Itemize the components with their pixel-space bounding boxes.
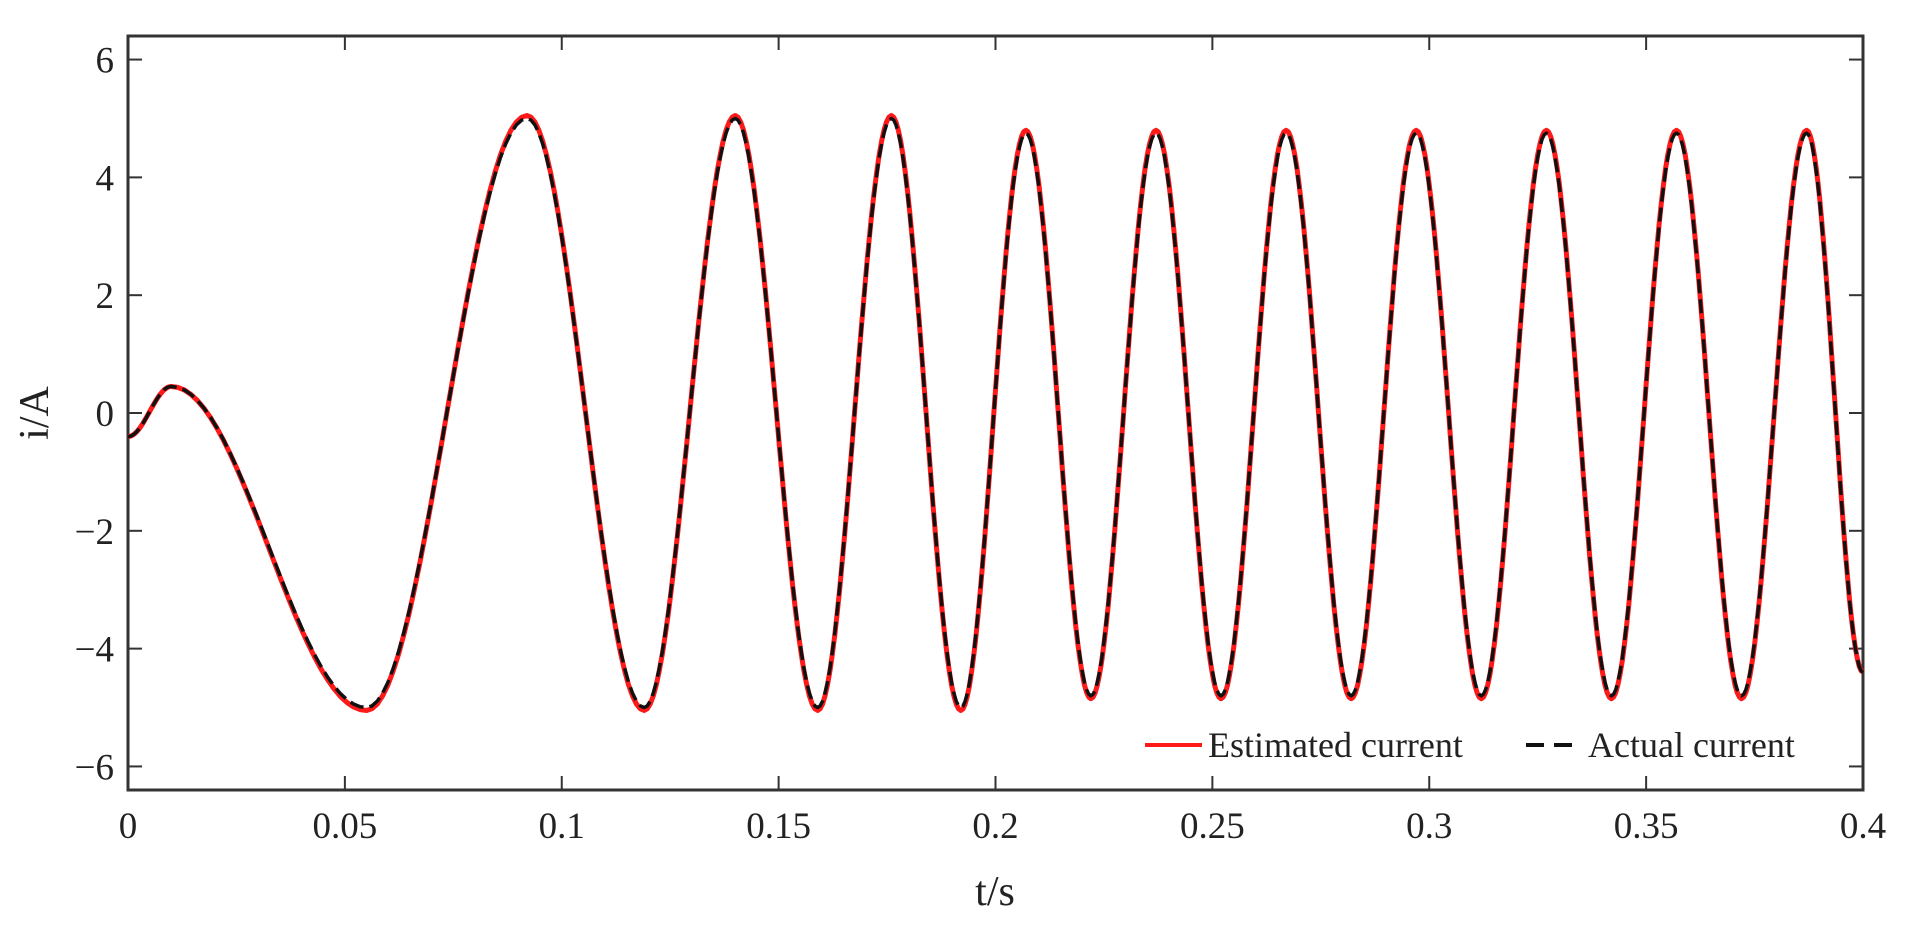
x-tick-label: 0.05 xyxy=(313,806,378,847)
legend-label: Estimated current xyxy=(1208,725,1463,765)
x-tick-label: 0.2 xyxy=(972,806,1018,847)
x-tick-label: 0.15 xyxy=(746,806,811,847)
legend-label: Actual current xyxy=(1588,725,1795,765)
y-tick-label: 2 xyxy=(96,276,115,317)
x-tick-label: 0 xyxy=(119,806,138,847)
legend: Estimated current Actual current xyxy=(1145,725,1795,765)
x-tick-label: 0.25 xyxy=(1180,806,1245,847)
y-tick-label: −2 xyxy=(75,512,114,553)
series-layer xyxy=(126,113,1865,713)
y-axis-ticks: 6 4 2 0 −2 −4 −6 xyxy=(75,41,1863,788)
x-tick-label: 0.4 xyxy=(1840,806,1886,847)
x-tick-label: 0.1 xyxy=(539,806,585,847)
x-tick-label: 0.3 xyxy=(1406,806,1452,847)
x-tick-label: 0.35 xyxy=(1614,806,1679,847)
y-tick-label: 6 xyxy=(96,41,115,82)
series-line xyxy=(127,116,1865,710)
series-line xyxy=(126,113,1865,713)
y-tick-label: 4 xyxy=(96,158,115,199)
y-tick-label: 0 xyxy=(96,394,115,435)
y-tick-label: −4 xyxy=(75,630,114,671)
x-axis-ticks: 0 0.05 0.1 0.15 0.2 0.25 0.3 0.35 0.4 xyxy=(119,36,1886,847)
y-tick-label: −6 xyxy=(75,747,114,788)
x-axis-label: t/s xyxy=(975,869,1015,915)
y-axis-label: i/A xyxy=(12,385,58,439)
